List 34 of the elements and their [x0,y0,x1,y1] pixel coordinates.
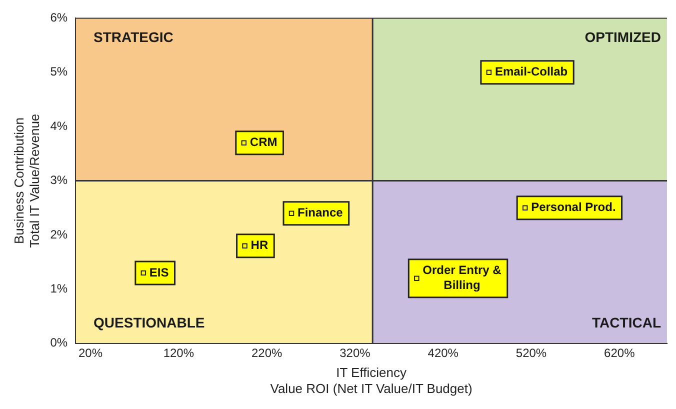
annotation: TACTICAL [592,314,662,330]
series-label: Email-Collab [494,64,568,79]
series-label: Order Entry & Billing [422,263,502,292]
point [414,276,420,281]
x-tick-label: 120% [163,346,194,360]
x-tick-label: 520% [516,346,547,360]
annotation: STRATEGIC [94,29,174,46]
x-axis-title: IT Efficiency Value ROI (Net IT Value/IT Budget) [270,365,472,396]
x-tick-label: 620% [604,346,636,360]
y-tick-label: 1% [50,282,68,296]
x-tick-label: 420% [428,346,459,360]
y-tick-label: 5% [50,64,68,79]
x-tick-label: 20% [78,346,103,360]
y-tick-label: 3% [50,173,68,188]
y-tick-label: 4% [50,118,68,133]
annotation: QUESTIONABLE [94,314,205,330]
x-tick-label: 320% [340,346,371,360]
point [241,140,247,146]
point [242,243,248,248]
series-label: EIS [149,265,169,280]
point [522,205,528,211]
point [288,210,294,216]
series-label: HR [250,238,268,252]
series-label: CRM [250,135,278,150]
y-tick-label: 6% [50,10,68,25]
series-label: Personal Prod. [531,200,616,214]
annotation: OPTIMIZED [584,29,661,46]
point [486,70,492,76]
y-tick-label: 0% [50,336,68,350]
point [140,270,146,276]
y-axis-title: Business Contribution Total IT Value/Revenue [11,114,42,248]
series-label: Finance [297,206,344,220]
y-tick-label: 2% [50,227,68,242]
x-tick-label: 220% [251,346,282,360]
